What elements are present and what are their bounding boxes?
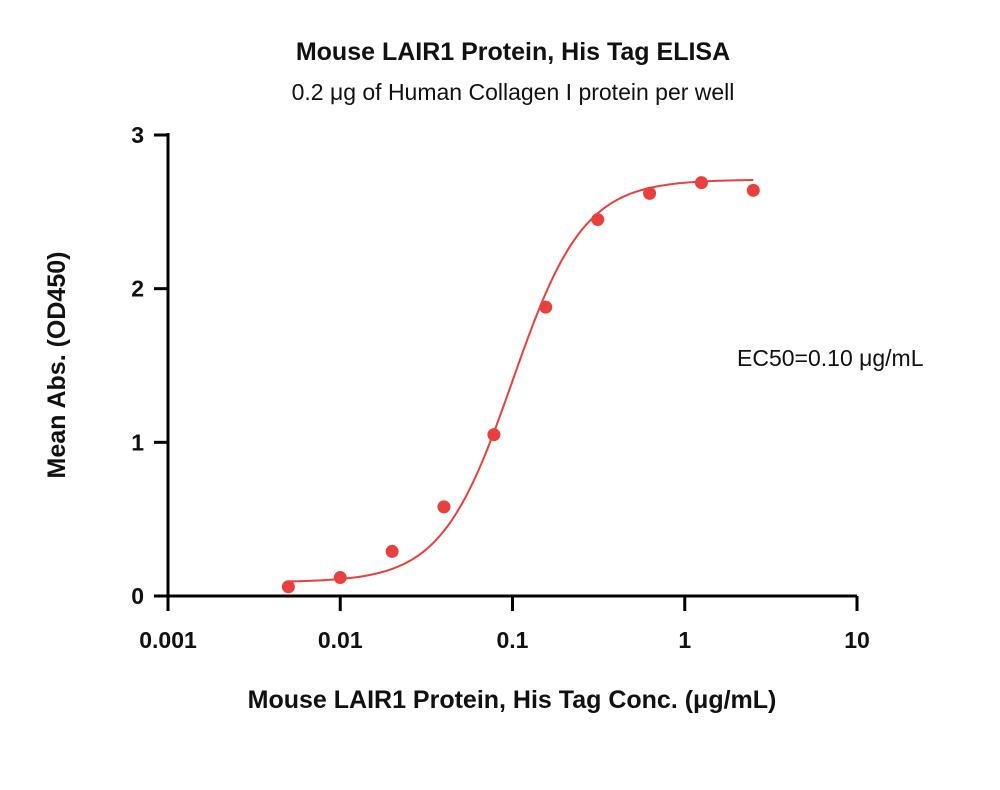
chart-subtitle: 0.2 μg of Human Collagen I protein per w… <box>292 79 735 105</box>
fit-curve <box>288 179 754 583</box>
x-axis-ticks: 0.001 0.01 0.1 1 10 <box>139 596 870 653</box>
data-point <box>694 176 708 190</box>
data-point <box>385 544 399 558</box>
data-point <box>333 571 347 585</box>
x-tick-label: 0.01 <box>318 627 363 653</box>
data-points <box>281 176 760 594</box>
x-tick-label: 0.001 <box>139 627 197 653</box>
data-point <box>539 300 553 314</box>
data-point <box>437 500 451 514</box>
chart-title: Mouse LAIR1 Protein, His Tag ELISA <box>296 38 730 66</box>
y-axis-ticks: 0 1 2 3 <box>131 122 168 609</box>
data-point <box>487 428 501 442</box>
x-tick-label: 10 <box>844 627 870 653</box>
x-axis-label: Mouse LAIR1 Protein, His Tag Conc. (μg/m… <box>248 686 777 714</box>
data-point <box>643 186 657 200</box>
x-tick-label: 0.1 <box>497 627 529 653</box>
ec50-annotation: EC50=0.10 μg/mL <box>737 345 924 371</box>
y-tick-label: 2 <box>131 276 144 302</box>
data-point <box>281 580 295 594</box>
y-tick-label: 3 <box>131 122 144 148</box>
y-axis-label: Mean Abs. (OD450) <box>43 252 71 479</box>
y-tick-label: 1 <box>131 429 144 455</box>
data-point <box>746 183 760 197</box>
y-tick-label: 0 <box>131 583 144 609</box>
x-tick-label: 1 <box>678 627 691 653</box>
data-point <box>591 213 605 227</box>
